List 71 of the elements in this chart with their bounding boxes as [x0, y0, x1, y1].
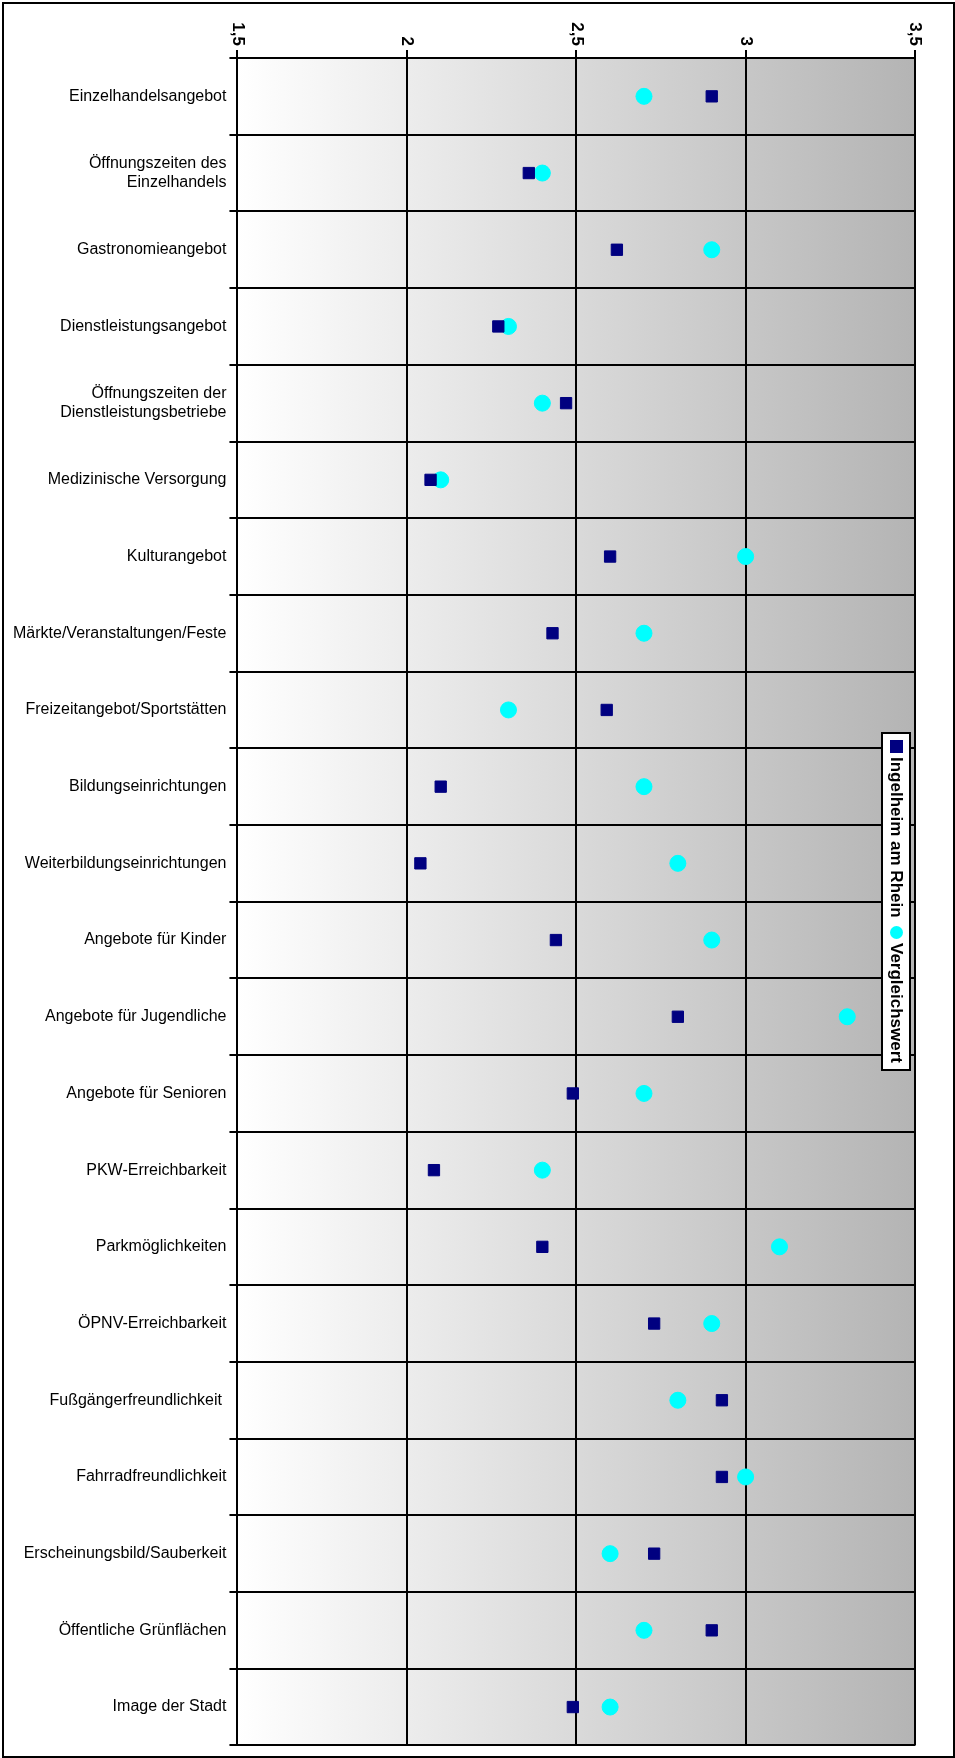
point — [549, 933, 563, 947]
point — [669, 854, 687, 872]
y-tick-label: Öffnungszeiten der Dienstleistungsbetriebe — [60, 383, 228, 421]
y-tick-label: Angebote für Jugendliche — [44, 1007, 227, 1025]
point — [705, 1624, 718, 1637]
y-tick-label: Öffentliche Grünflächen — [58, 1620, 227, 1638]
point — [434, 780, 447, 793]
point — [703, 241, 721, 259]
point — [559, 396, 573, 410]
x-tick-label: 3,5 — [906, 22, 926, 46]
y-tick-label: Fußgängerfreundlichkeit — [49, 1390, 227, 1408]
legend-label: Vergleichswert — [886, 942, 906, 1063]
y-tick-label: PKW-Erreichbarkeit — [86, 1160, 228, 1178]
y-tick-label: Freizeitangebot/Sportstätten — [25, 700, 227, 718]
x-tick-label: 1,5 — [228, 22, 248, 46]
point — [838, 1008, 856, 1026]
point — [647, 1547, 661, 1560]
y-tick-label: Öffnungszeiten des Einzelhandels — [88, 153, 227, 191]
point — [601, 1698, 619, 1716]
x-tick-label: 3 — [736, 36, 756, 46]
point — [635, 624, 653, 642]
y-tick-label: Image der Stadt — [112, 1697, 228, 1715]
point — [703, 931, 721, 949]
point — [737, 548, 755, 566]
point — [671, 1010, 685, 1023]
y-tick-label: Gastronomieangebot — [77, 240, 227, 258]
point — [715, 1470, 729, 1484]
y-tick-label: Märkte/Veranstaltungen/Feste — [13, 623, 227, 641]
point — [566, 1087, 579, 1100]
point — [533, 164, 551, 182]
point — [600, 703, 613, 717]
point — [705, 90, 718, 103]
y-tick-label: ÖPNV-Erreichbarkeit — [77, 1313, 227, 1331]
x-tick-label: 2,5 — [567, 22, 587, 46]
y-tick-label: Bildungseinrichtungen — [69, 777, 227, 795]
point — [770, 1238, 788, 1256]
y-tick-label: Fahrradfreundlichkeit — [76, 1467, 228, 1485]
point — [499, 701, 517, 719]
point — [414, 857, 427, 870]
point — [601, 1545, 619, 1563]
point — [715, 1394, 729, 1407]
point — [492, 320, 505, 333]
point — [536, 1240, 549, 1254]
x-tick-label: 2 — [398, 36, 418, 46]
point — [635, 778, 653, 796]
y-tick-label: Kulturangebot — [126, 546, 227, 564]
point — [703, 1315, 721, 1333]
point — [610, 243, 624, 256]
point — [603, 550, 617, 563]
point — [635, 1621, 653, 1639]
y-tick-label: Erscheinungsbild/Sauberkeit — [23, 1544, 227, 1562]
y-tick-label: Dienstleistungsangebot — [60, 316, 227, 334]
y-tick-label: Angebote für Senioren — [66, 1083, 227, 1101]
point — [522, 166, 535, 180]
point — [546, 627, 559, 640]
point — [533, 394, 551, 412]
point — [647, 1317, 661, 1330]
legend-label: Ingelheim am Rhein — [886, 757, 906, 918]
point — [737, 1468, 755, 1486]
point — [669, 1391, 687, 1409]
point — [533, 1161, 551, 1179]
point — [424, 473, 437, 487]
point — [635, 87, 653, 105]
point — [635, 1084, 653, 1102]
y-tick-label: Angebote für Kinder — [84, 930, 228, 948]
y-tick-label: Einzelhandelsangebot — [68, 86, 227, 104]
point — [427, 1163, 441, 1177]
point — [566, 1700, 579, 1714]
y-tick-label: Weiterbildungseinrichtungen — [24, 853, 227, 871]
y-tick-label: Parkmöglichkeiten — [95, 1237, 227, 1255]
y-tick-label: Medizinische Versorgung — [47, 470, 227, 488]
